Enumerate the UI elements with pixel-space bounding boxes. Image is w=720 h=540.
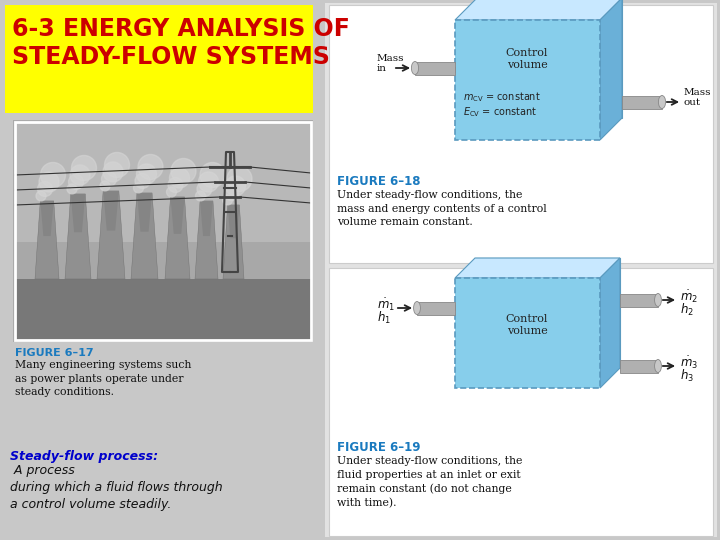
Text: $m_\mathrm{CV}$ = constant: $m_\mathrm{CV}$ = constant	[463, 90, 541, 104]
Text: Control
volume: Control volume	[506, 48, 548, 70]
Polygon shape	[195, 201, 218, 279]
Text: Many engineering systems such
as power plants operate under
steady conditions.: Many engineering systems such as power p…	[15, 360, 192, 397]
Text: 6-3 ENERGY ANALYSIS OF
STEADY-FLOW SYSTEMS: 6-3 ENERGY ANALYSIS OF STEADY-FLOW SYSTE…	[12, 17, 350, 69]
Polygon shape	[228, 205, 239, 238]
Bar	[15, 122, 311, 242]
Circle shape	[100, 181, 110, 191]
Polygon shape	[223, 205, 244, 279]
Circle shape	[222, 195, 233, 205]
Text: $\dot{m}_3$: $\dot{m}_3$	[680, 354, 698, 370]
Polygon shape	[35, 201, 59, 279]
Bar	[417, 302, 455, 315]
Bar	[455, 278, 600, 388]
Text: FIGURE 6–19: FIGURE 6–19	[337, 441, 420, 454]
Bar	[15, 279, 311, 340]
Circle shape	[199, 172, 218, 192]
Polygon shape	[200, 201, 213, 236]
Bar	[475, 258, 620, 368]
Circle shape	[225, 176, 246, 196]
Circle shape	[68, 174, 84, 190]
Bar	[15, 122, 311, 340]
Bar	[329, 268, 713, 536]
Bar	[620, 294, 658, 307]
Polygon shape	[171, 197, 184, 234]
Circle shape	[133, 183, 143, 193]
Text: FIGURE 6–17: FIGURE 6–17	[15, 348, 94, 358]
Circle shape	[71, 156, 96, 180]
Text: $\dot{m}_1$: $\dot{m}_1$	[377, 296, 395, 313]
Bar	[325, 3, 717, 537]
Polygon shape	[40, 201, 54, 236]
Bar	[620, 360, 658, 373]
Polygon shape	[71, 194, 85, 232]
Circle shape	[37, 181, 53, 197]
Text: Under steady-flow conditions, the
mass and energy contents of a control
volume r: Under steady-flow conditions, the mass a…	[337, 190, 546, 227]
Circle shape	[171, 158, 196, 184]
Circle shape	[137, 164, 156, 184]
Text: Mass
in: Mass in	[377, 54, 405, 73]
Text: $h_3$: $h_3$	[680, 368, 694, 384]
Circle shape	[40, 163, 66, 187]
Bar	[329, 5, 713, 263]
Text: FIGURE 6–18: FIGURE 6–18	[337, 175, 420, 188]
Polygon shape	[600, 0, 622, 140]
Bar	[455, 20, 600, 140]
Circle shape	[197, 181, 212, 197]
Text: Control
volume: Control volume	[506, 314, 548, 336]
Circle shape	[138, 154, 163, 179]
Circle shape	[135, 173, 150, 188]
Circle shape	[166, 187, 176, 197]
Text: $h_1$: $h_1$	[377, 310, 391, 326]
Polygon shape	[455, 258, 620, 278]
Circle shape	[67, 184, 77, 194]
Circle shape	[39, 172, 59, 192]
Polygon shape	[137, 193, 152, 232]
Polygon shape	[131, 193, 158, 279]
Circle shape	[70, 165, 90, 185]
Circle shape	[227, 166, 252, 192]
Bar	[415, 62, 455, 75]
Circle shape	[104, 152, 130, 178]
Bar	[15, 122, 311, 340]
Text: $h_2$: $h_2$	[680, 302, 694, 318]
Circle shape	[103, 162, 123, 182]
Circle shape	[36, 191, 46, 201]
Circle shape	[196, 191, 205, 201]
Circle shape	[169, 168, 189, 188]
Polygon shape	[165, 197, 190, 279]
Text: A process
during which a fluid flows through
a control volume steadily.: A process during which a fluid flows thr…	[10, 464, 222, 511]
Ellipse shape	[413, 301, 420, 314]
Bar	[477, 0, 622, 118]
Circle shape	[102, 172, 117, 186]
Text: $\dot{m}_2$: $\dot{m}_2$	[680, 288, 698, 305]
Ellipse shape	[654, 360, 662, 373]
Bar	[622, 96, 662, 109]
Circle shape	[224, 185, 239, 200]
Text: Steady-flow process:: Steady-flow process:	[10, 450, 158, 463]
Circle shape	[200, 163, 225, 187]
Polygon shape	[97, 191, 125, 279]
Bar	[5, 5, 313, 113]
Polygon shape	[65, 194, 91, 279]
Ellipse shape	[658, 96, 665, 109]
Polygon shape	[103, 191, 119, 231]
Ellipse shape	[654, 294, 662, 307]
Circle shape	[168, 178, 183, 192]
Text: Under steady-flow conditions, the
fluid properties at an inlet or exit
remain co: Under steady-flow conditions, the fluid …	[337, 456, 523, 508]
Polygon shape	[600, 258, 620, 388]
Text: Mass
out: Mass out	[684, 88, 711, 107]
Ellipse shape	[411, 62, 418, 75]
Bar	[13, 120, 313, 342]
Text: $E_\mathrm{CV}$ = constant: $E_\mathrm{CV}$ = constant	[463, 105, 537, 119]
Polygon shape	[455, 0, 622, 20]
